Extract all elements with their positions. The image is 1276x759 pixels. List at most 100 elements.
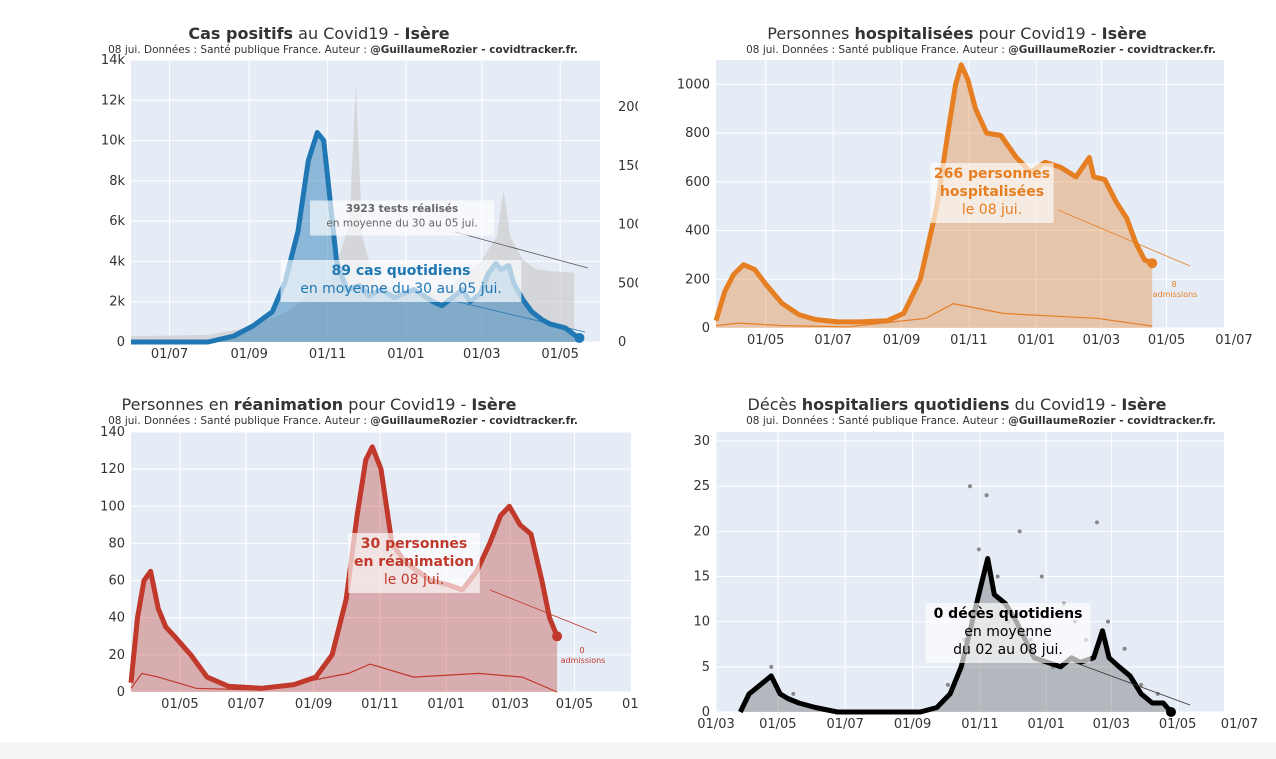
annotation-box bbox=[309, 200, 495, 236]
x-tick-label: 01/11 bbox=[961, 717, 998, 732]
x-tick-label: 01/07 bbox=[151, 347, 188, 362]
deces-scatter-point bbox=[976, 547, 981, 552]
annotation-text: hospitalisées bbox=[940, 184, 1044, 200]
x-tick-label: 01/07 bbox=[826, 717, 863, 732]
bottom-strip bbox=[0, 742, 1276, 759]
y2-tick-label: 500 bbox=[618, 276, 638, 291]
rea-last-point bbox=[552, 631, 563, 642]
rea-area bbox=[131, 446, 558, 692]
annotation-text: du 02 au 08 jui. bbox=[953, 642, 1063, 658]
annotation-text: en moyenne du 30 au 05 jui. bbox=[326, 218, 477, 230]
y-tick-label: 0 bbox=[117, 685, 125, 700]
deces-scatter-point bbox=[1122, 646, 1127, 651]
rea-chart-title: Personnes en réanimation pour Covid19 - … bbox=[121, 395, 517, 414]
y-tick-label: 0 bbox=[117, 335, 125, 350]
deces-scatter-point bbox=[1106, 619, 1111, 624]
rea-pointer bbox=[489, 589, 598, 634]
deces-chart-svg: 0 5 10 15 20 25 30 01/03 01/05 01/07 01/09 01/11 01/… bbox=[693, 432, 1258, 732]
x-tick-label: 01/03 bbox=[697, 717, 734, 732]
x-tick-label: 01/01 bbox=[427, 697, 464, 712]
y2-tick-label: 1500 bbox=[618, 159, 638, 174]
x-tick-label: 01/07 bbox=[814, 333, 851, 348]
y-tick-label: 60 bbox=[108, 574, 125, 589]
rea-chart-subtitle: 08 jui. Données : Santé publique France.… bbox=[108, 415, 578, 427]
x-tick-label: 01/11 bbox=[361, 697, 398, 712]
deces-area bbox=[740, 558, 1171, 712]
annotation-text: 3923 tests réalisés bbox=[346, 203, 458, 215]
hosp-area bbox=[716, 64, 1153, 329]
x-tick-label: 01/05 bbox=[161, 697, 198, 712]
x-tick-label: 01/05 bbox=[759, 717, 796, 732]
y-tick-label: 30 bbox=[693, 434, 710, 449]
cases-chart-subtitle: 08 jui. Données : Santé publique France.… bbox=[108, 44, 578, 56]
x-tick-label: 01/07 bbox=[1221, 717, 1258, 732]
y-tick-label: 200 bbox=[685, 272, 710, 287]
x-tick-label: 01/05 bbox=[556, 697, 593, 712]
hosp-admissions-line bbox=[715, 302, 1153, 328]
hosp-chart-subtitle: 08 jui. Données : Santé publique France.… bbox=[746, 44, 1216, 56]
rea-admissions-line bbox=[130, 663, 558, 693]
x-tick-label: 01/03 bbox=[1093, 717, 1130, 732]
x-tick-label: 01/09 bbox=[230, 347, 267, 362]
x-tick-label: 01/07 bbox=[227, 697, 264, 712]
y-tick-label: 600 bbox=[685, 175, 710, 190]
deces-scatter-point bbox=[968, 484, 972, 489]
x-tick-label: 01/07 bbox=[622, 697, 638, 712]
y-tick-label: 140 bbox=[100, 425, 125, 440]
title-region: Isère bbox=[404, 24, 450, 43]
deces-scatter-point bbox=[769, 664, 774, 669]
rea-chart-svg: 0 20 40 60 80 100 120 140 01/05 01/07 01/09 01/11 01… bbox=[100, 425, 638, 712]
rea-line bbox=[128, 444, 560, 691]
y-tick-label: 0 bbox=[702, 321, 710, 336]
deces-chart-title: Décès hospitaliers quotidiens du Covid19… bbox=[747, 395, 1167, 414]
y2-tick-label: 1000 bbox=[618, 218, 638, 233]
admissions-value: 8 bbox=[1171, 280, 1176, 289]
y-tick-label: 12k bbox=[101, 93, 126, 108]
x-tick-label: 01/01 bbox=[1018, 333, 1055, 348]
deces-scatter-point bbox=[1039, 574, 1044, 579]
x-tick-label: 01/05 bbox=[1159, 717, 1196, 732]
hosp-chart-title: Personnes hospitalisées pour Covid19 - I… bbox=[767, 24, 1147, 43]
admissions-label: admissions bbox=[1153, 290, 1198, 299]
deces-scatter-point bbox=[1017, 529, 1022, 534]
deces-scatter-point bbox=[984, 493, 989, 498]
tests-pointer bbox=[454, 231, 589, 269]
deces-scatter-point bbox=[1139, 682, 1144, 687]
y-tick-label: 20 bbox=[693, 524, 710, 539]
y-tick-label: 20 bbox=[108, 648, 125, 663]
y-tick-label: 400 bbox=[685, 224, 710, 239]
y-tick-label: 6k bbox=[109, 214, 125, 229]
annotation-text: 266 personnes bbox=[934, 166, 1050, 182]
annotation-text: en moyenne bbox=[964, 624, 1051, 640]
deces-scatter-point bbox=[995, 574, 1000, 579]
deces-chart-subtitle: 08 jui. Données : Santé publique France.… bbox=[746, 415, 1216, 427]
x-tick-label: 01/09 bbox=[894, 717, 931, 732]
y-tick-label: 10 bbox=[693, 615, 710, 630]
x-tick-label: 01/01 bbox=[1027, 717, 1064, 732]
hosp-chart-svg: 0 200 400 600 800 1000 01/05 01/07 01/09 01/11 01/… bbox=[677, 60, 1253, 348]
y-tick-label: 40 bbox=[108, 611, 125, 626]
hosp-line bbox=[713, 62, 1154, 325]
deces-scatter-point bbox=[1095, 520, 1099, 525]
annotation-box bbox=[280, 260, 522, 302]
cases-last-point bbox=[574, 332, 585, 343]
x-tick-label: 01/09 bbox=[883, 333, 920, 348]
x-tick-label: 01/07 bbox=[1215, 333, 1252, 348]
x-tick-label: 01/11 bbox=[309, 347, 346, 362]
annotation-box bbox=[925, 603, 1091, 663]
x-tick-label: 01/11 bbox=[950, 333, 987, 348]
y-tick-label: 1000 bbox=[677, 77, 710, 92]
annotation-text: 0 décès quotidiens bbox=[934, 606, 1083, 622]
x-tick-label: 01/03 bbox=[1083, 333, 1120, 348]
admissions-value: 0 bbox=[579, 646, 584, 655]
cases-chart-title: Cas positifs au Covid19 - Isère bbox=[0, 24, 638, 43]
y-tick-label: 5 bbox=[702, 660, 710, 675]
y-tick-label: 10k bbox=[101, 134, 126, 149]
admissions-label: admissions bbox=[561, 656, 606, 665]
y2-tick-label: 2000 bbox=[618, 100, 638, 115]
title-mid: au Covid19 - bbox=[293, 24, 405, 43]
x-tick-label: 01/01 bbox=[387, 347, 424, 362]
y-tick-label: 25 bbox=[693, 479, 710, 494]
y-tick-label: 15 bbox=[693, 570, 710, 585]
annotation-text: 89 cas quotidiens bbox=[331, 263, 470, 279]
